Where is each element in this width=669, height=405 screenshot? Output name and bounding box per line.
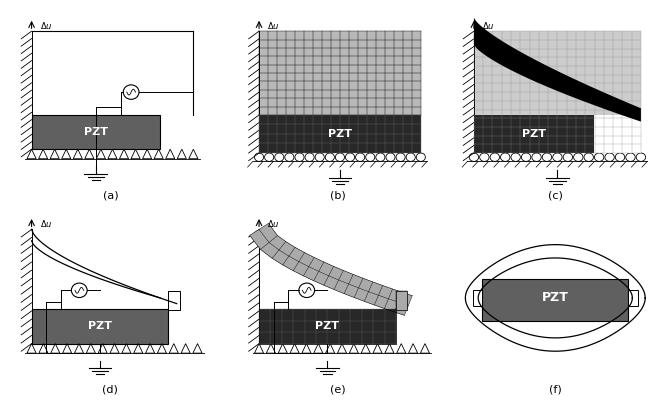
Text: PZT: PZT (88, 322, 112, 331)
Text: PZT: PZT (328, 129, 352, 139)
Polygon shape (474, 18, 641, 122)
Text: (d): (d) (102, 385, 118, 395)
Bar (594, 115, 641, 153)
Text: $\Delta u$: $\Delta u$ (482, 20, 495, 31)
Text: $\Delta u$: $\Delta u$ (40, 218, 53, 229)
Bar (259, 115, 421, 153)
Bar (473, 290, 482, 305)
Bar (396, 291, 407, 310)
Bar (31, 115, 160, 149)
Text: PZT: PZT (316, 322, 339, 331)
Text: (f): (f) (549, 385, 562, 395)
Text: $\Delta u$: $\Delta u$ (268, 218, 280, 229)
Text: PZT: PZT (84, 127, 108, 137)
Bar (482, 279, 628, 321)
Bar (628, 290, 638, 305)
Bar (31, 309, 169, 343)
Bar (259, 31, 421, 153)
Text: PZT: PZT (522, 129, 546, 139)
Text: (b): (b) (330, 191, 346, 200)
Text: (c): (c) (548, 191, 563, 200)
Bar (169, 291, 180, 310)
Text: $\Delta u$: $\Delta u$ (40, 20, 53, 31)
Bar (474, 31, 641, 153)
Text: (a): (a) (102, 191, 118, 200)
Text: $\Delta u$: $\Delta u$ (268, 20, 280, 31)
Text: (e): (e) (330, 385, 346, 395)
Bar (474, 115, 594, 153)
Bar (259, 309, 396, 343)
Polygon shape (250, 224, 412, 315)
Text: PZT: PZT (542, 292, 569, 305)
